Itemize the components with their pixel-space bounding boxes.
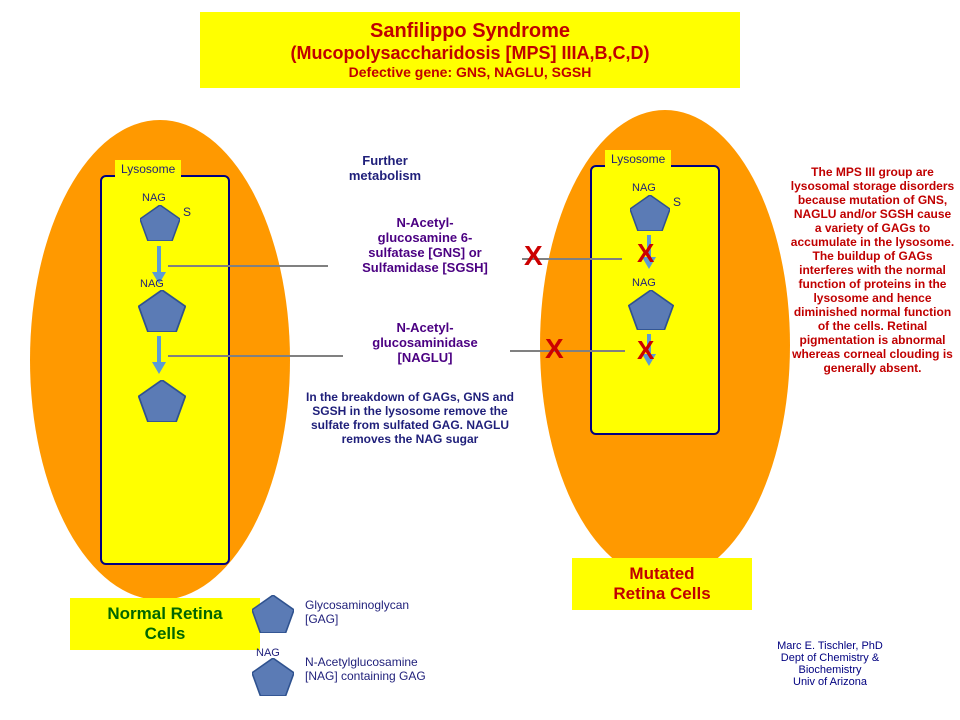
- footer-line3: Biochemistry: [740, 664, 920, 676]
- enzyme1-label: N-Acetyl-glucosamine 6-sulfatase [GNS] o…: [330, 215, 520, 275]
- right-lysosome-label: Lysosome: [605, 150, 671, 168]
- legend-gag-text: Glycosaminoglycan[GAG]: [305, 598, 455, 626]
- s-label-left: S: [183, 205, 191, 219]
- further-metabolism: Furthermetabolism: [320, 153, 450, 183]
- x-mark-right-arrow1: X: [637, 238, 654, 269]
- pentagon-left-3: [138, 380, 186, 422]
- footer-line1: Marc E. Tischler, PhD: [740, 640, 920, 652]
- pentagon-right-1: [630, 195, 670, 231]
- s-label-right: S: [673, 195, 681, 209]
- nag-label-right-2: NAG: [632, 277, 656, 289]
- nag-label-right-1: NAG: [632, 182, 656, 194]
- legend-nag-label: NAG: [256, 647, 280, 659]
- breakdown-description: In the breakdown of GAGs, GNS and SGSH i…: [305, 390, 515, 446]
- title-line1: Sanfilippo Syndrome: [220, 20, 720, 43]
- left-cell-label: Normal RetinaCells: [70, 598, 260, 650]
- legend-pentagon-nag: [252, 658, 294, 696]
- legend-nag-text: N-Acetylglucosamine[NAG] containing GAG: [305, 655, 475, 683]
- right-cell-label: MutatedRetina Cells: [572, 558, 752, 610]
- nag-label-left-2: NAG: [140, 278, 164, 290]
- nag-label-left-1: NAG: [142, 192, 166, 204]
- enzyme2-label: N-Acetyl-glucosaminidase[NAGLU]: [345, 320, 505, 365]
- pentagon-left-1: [140, 205, 180, 241]
- title-box: Sanfilippo Syndrome (Mucopolysaccharidos…: [200, 12, 740, 88]
- x-mark-right-arrow2: X: [637, 335, 654, 366]
- footer-credits: Marc E. Tischler, PhD Dept of Chemistry …: [740, 640, 920, 688]
- legend-pentagon-gag: [252, 595, 294, 633]
- pentagon-left-2: [138, 290, 186, 332]
- x-mark-conn1: X: [524, 240, 543, 272]
- right-description: The MPS III group are lysosomal storage …: [790, 165, 955, 375]
- connector-2b: [510, 350, 625, 352]
- pentagon-right-2: [628, 290, 674, 330]
- connector-1: [168, 265, 328, 267]
- footer-line4: Univ of Arizona: [740, 676, 920, 688]
- title-line3: Defective gene: GNS, NAGLU, SGSH: [220, 64, 720, 80]
- footer-line2: Dept of Chemistry &: [740, 652, 920, 664]
- x-mark-conn2: X: [545, 333, 564, 365]
- left-lysosome-label: Lysosome: [115, 160, 181, 178]
- connector-2: [168, 355, 343, 357]
- title-line2: (Mucopolysaccharidosis [MPS] IIIA,B,C,D): [220, 43, 720, 64]
